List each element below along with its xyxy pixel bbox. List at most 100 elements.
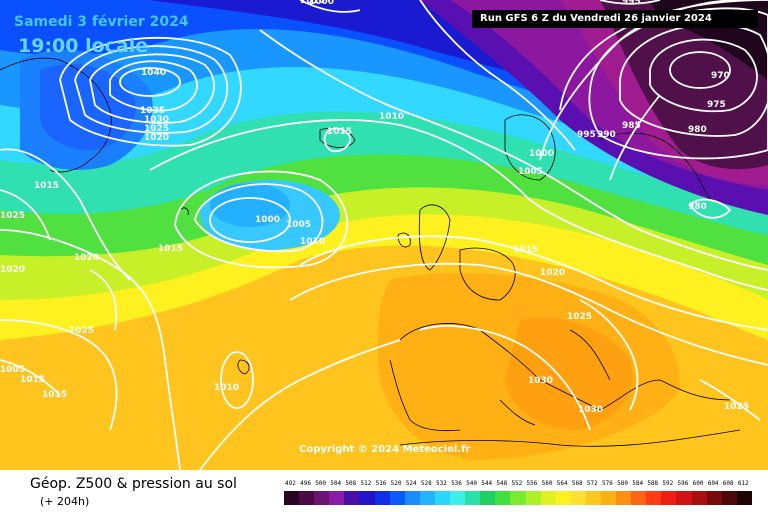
isobar-label: 1005 <box>0 365 25 375</box>
color-scale-swatch <box>329 491 345 505</box>
color-scale-label: 508 <box>345 480 357 487</box>
color-scale-label: 576 <box>602 480 613 487</box>
color-scale-swatch <box>344 491 360 505</box>
color-scale-swatch <box>540 491 556 505</box>
color-scale-swatch <box>555 491 571 505</box>
color-scale-label: 584 <box>632 480 644 487</box>
forecast-hour: 19:00 locale <box>18 35 149 57</box>
color-scale-label: 556 <box>526 480 538 487</box>
color-scale-swatch <box>359 491 375 505</box>
color-scale-label: 552 <box>511 480 523 487</box>
color-scale-swatch <box>314 491 330 505</box>
isobar-label: 1015 <box>34 181 59 191</box>
color-scale-swatch <box>706 491 722 505</box>
run-info-banner: Run GFS 6 Z du Vendredi 26 janvier 2024 <box>472 10 758 28</box>
color-scale-swatch <box>299 491 315 505</box>
color-scale-swatch <box>616 491 632 505</box>
color-scale-label: 504 <box>330 480 342 487</box>
isobar-label: 1025 <box>567 312 592 322</box>
color-scale-swatch <box>480 491 496 505</box>
color-scale-swatch <box>525 491 541 505</box>
isobar-label: 995 <box>577 130 596 140</box>
isobar-label: 1030 <box>144 115 169 125</box>
color-scale-swatch <box>404 491 420 505</box>
isobar-label: 1005 <box>286 220 311 230</box>
color-scale-swatch <box>419 491 435 505</box>
isobar-label: 1010 <box>300 0 325 6</box>
color-scale-swatch <box>374 491 390 505</box>
isobar-label: 1020 <box>540 268 565 278</box>
isobar-label: 1015 <box>20 375 45 385</box>
map-variable-title: Géop. Z500 & pression au sol <box>30 476 237 492</box>
isobar-label: 1015 <box>513 245 538 255</box>
isobar-label: 1030 <box>528 376 553 386</box>
color-scale-label: 572 <box>586 480 598 487</box>
color-scale-label: 528 <box>420 480 432 487</box>
color-scale-swatch <box>389 491 405 505</box>
isobar-label: 1020 <box>144 133 169 143</box>
color-scale-label: 500 <box>315 480 327 487</box>
isobar-label: 1025 <box>724 402 749 412</box>
color-scale-label: 592 <box>662 480 674 487</box>
color-scale-swatch <box>495 491 511 505</box>
color-scale-label: 588 <box>647 480 659 487</box>
isobar-label: 1015 <box>158 244 183 254</box>
color-scale-swatch <box>465 491 481 505</box>
isobar-label: 1030 <box>578 405 603 415</box>
isobar-label: 1015 <box>327 127 352 137</box>
color-scale-label: 560 <box>541 480 553 487</box>
isobar-labels: 1040 1035 1030 1025 1020 1015 1010 1015 … <box>0 0 749 415</box>
color-scale-label: 596 <box>677 480 689 487</box>
isobar-label: 975 <box>707 100 726 110</box>
forecast-date: Samedi 3 février 2024 <box>14 14 189 30</box>
color-scale-label: 516 <box>375 480 387 487</box>
isobar-label: 1025 <box>0 211 25 221</box>
isobar-label: 990 <box>597 130 616 140</box>
color-scale-label: 512 <box>360 480 372 487</box>
color-scale-label: 532 <box>435 480 447 487</box>
color-scale-swatch <box>284 491 300 505</box>
color-scale-swatch <box>450 491 466 505</box>
color-scale-label: 524 <box>405 480 417 487</box>
color-scale-swatch <box>600 491 617 505</box>
color-scale-bar <box>284 491 752 505</box>
isobar-label: 985 <box>622 121 641 131</box>
color-scale-labels: 492 496 500 504 508 512 516 520 524 528 532 536 540 5… <box>284 480 752 490</box>
isobar-label: 1020 <box>0 265 25 275</box>
isobar-label: 1005 <box>518 167 543 177</box>
color-scale-label: 564 <box>556 480 568 487</box>
isobar-label: 1000 <box>255 215 280 225</box>
isobar-label: 980 <box>688 202 707 212</box>
color-scale-swatch <box>721 491 737 505</box>
isobar-label: 1025 <box>144 124 169 134</box>
isobar-label: 970 <box>711 71 730 81</box>
copyright-text: Copyright © 2024 Meteociel.fr <box>299 444 471 455</box>
weather-map: 1040 1035 1030 1025 1020 1015 1010 1015 … <box>0 0 768 470</box>
color-scale-swatch <box>631 491 647 505</box>
color-scale-label: 496 <box>300 480 311 487</box>
isobar-label: 1025 <box>69 326 94 336</box>
color-scale-swatch <box>661 491 677 505</box>
color-scale-label: 548 <box>496 480 508 487</box>
isobar-label: 1000 <box>529 149 554 159</box>
forecast-lead-time: (+ 204h) <box>40 495 90 508</box>
isobar-label: 1010 <box>300 237 325 247</box>
isobar-label: 1010 <box>214 383 239 393</box>
color-scale-label: 544 <box>481 480 493 487</box>
color-scale-swatch <box>570 491 586 505</box>
color-scale-swatch <box>434 491 451 505</box>
color-scale-swatch <box>676 491 692 505</box>
isobar-label: 1040 <box>141 68 166 78</box>
color-scale-swatch <box>736 491 752 505</box>
color-scale-swatch <box>510 491 526 505</box>
color-scale-swatch <box>646 491 662 505</box>
color-scale-label: 492 <box>285 480 296 487</box>
isobar-label: 980 <box>688 125 707 135</box>
isobar-label: 995 <box>622 0 641 7</box>
color-scale-label: 568 <box>571 480 583 487</box>
color-scale-swatch <box>585 491 601 505</box>
isobar-label: 1015 <box>42 390 67 400</box>
color-scale-label: 580 <box>617 480 628 487</box>
color-scale-label: 612 <box>737 480 749 487</box>
